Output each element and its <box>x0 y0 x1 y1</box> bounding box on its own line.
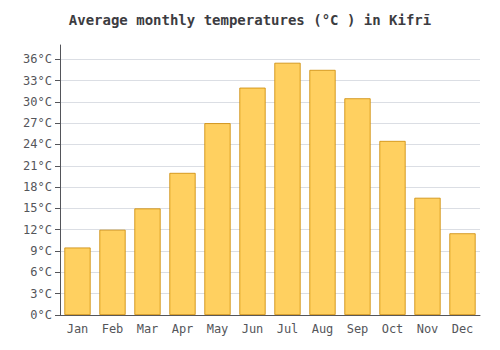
svg-text:18°C: 18°C <box>23 180 52 194</box>
svg-text:21°C: 21°C <box>23 159 52 173</box>
svg-text:Mar: Mar <box>137 322 159 336</box>
svg-text:Aug: Aug <box>312 322 334 336</box>
svg-text:3°C: 3°C <box>30 287 52 301</box>
svg-text:Feb: Feb <box>102 322 124 336</box>
svg-text:Average monthly temperatures (: Average monthly temperatures (°C ) in Ki… <box>69 12 431 28</box>
svg-text:Oct: Oct <box>382 322 404 336</box>
svg-text:0°C: 0°C <box>30 308 52 322</box>
svg-text:Nov: Nov <box>417 322 439 336</box>
svg-text:Jun: Jun <box>242 322 264 336</box>
svg-text:Jan: Jan <box>67 322 89 336</box>
svg-text:12°C: 12°C <box>23 223 52 237</box>
svg-text:24°C: 24°C <box>23 137 52 151</box>
svg-text:30°C: 30°C <box>23 95 52 109</box>
svg-text:Apr: Apr <box>172 322 194 336</box>
svg-text:May: May <box>207 322 229 336</box>
svg-text:33°C: 33°C <box>23 74 52 88</box>
svg-text:36°C: 36°C <box>23 52 52 66</box>
svg-text:15°C: 15°C <box>23 201 52 215</box>
svg-text:Jul: Jul <box>277 322 299 336</box>
svg-text:Sep: Sep <box>347 322 369 336</box>
svg-text:27°C: 27°C <box>23 116 52 130</box>
svg-text:6°C: 6°C <box>30 265 52 279</box>
svg-text:9°C: 9°C <box>30 244 52 258</box>
svg-text:Dec: Dec <box>452 322 474 336</box>
